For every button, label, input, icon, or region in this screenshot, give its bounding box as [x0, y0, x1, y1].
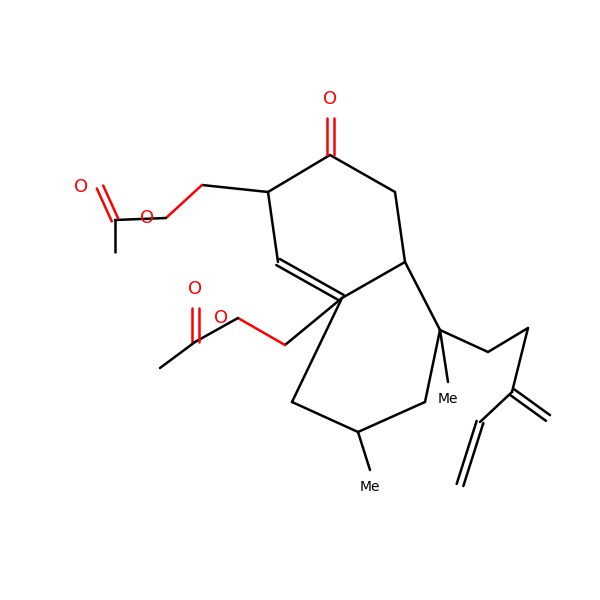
Text: O: O	[74, 178, 88, 196]
Text: O: O	[188, 280, 202, 298]
Text: O: O	[140, 209, 154, 227]
Text: O: O	[323, 90, 337, 108]
Text: O: O	[214, 309, 228, 327]
Text: Me: Me	[360, 480, 380, 494]
Text: Me: Me	[438, 392, 458, 406]
